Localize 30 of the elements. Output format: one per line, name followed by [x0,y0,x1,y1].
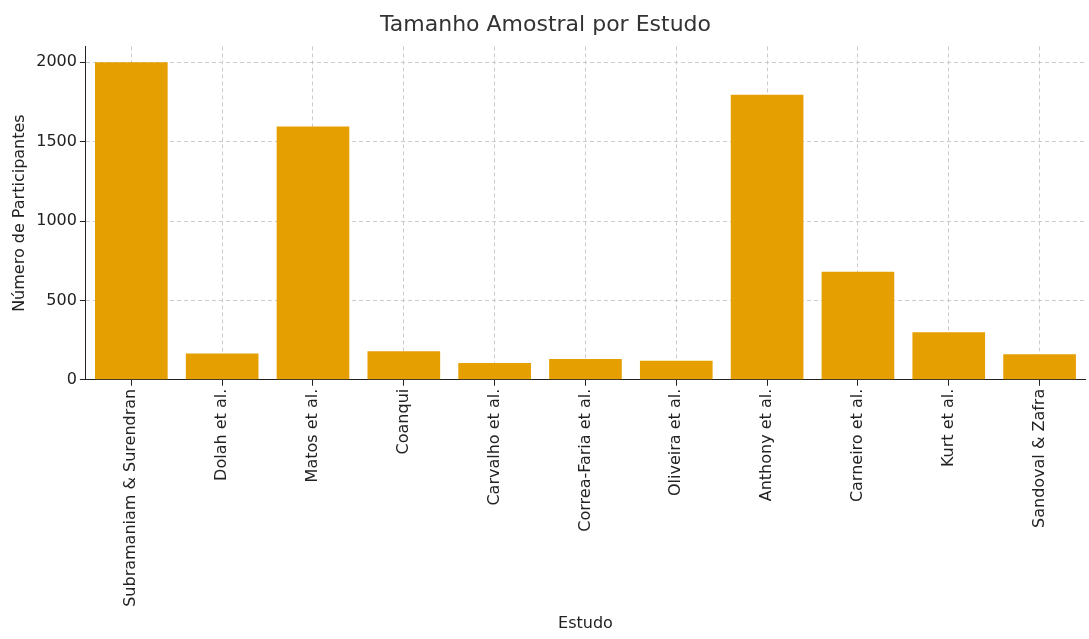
y-axis-title: Número de Participantes [8,114,28,312]
x-tick-label: Sandoval & Zafra [1028,388,1048,528]
x-tick-label: Dolah et al. [211,388,231,481]
x-tick-label: Kurt et al. [937,388,957,468]
bar [185,353,259,380]
x-tick-label: Correa-Faria et al. [574,388,594,532]
x-tick-label: Anthony et al. [756,388,776,502]
bar [821,271,895,380]
chart-title: Tamanho Amostral por Estudo [378,10,712,36]
bar [276,126,350,380]
y-tick-label: 0 [66,368,77,388]
bar [912,332,986,380]
bar [95,62,168,380]
bar [549,359,622,380]
x-tick-label: Matos et al. [302,388,322,483]
bar [367,351,441,380]
bar [458,363,531,380]
x-tick-label: Carneiro et al. [847,388,867,503]
y-tick-label: 1500 [36,130,77,150]
y-tick-label: 500 [46,289,77,309]
y-tick-label: 1000 [36,210,77,230]
bar [730,94,804,380]
bar [1003,354,1076,380]
x-tick-label: Coanqui [392,388,412,455]
y-tick-label: 2000 [36,51,77,71]
x-tick-label: Carvalho et al. [483,388,503,506]
x-tick-label: Oliveira et al. [665,388,685,497]
x-axis-title: Estudo [558,612,613,632]
bar [639,360,713,380]
x-tick-label: Subramaniam & Surendran [120,388,140,607]
